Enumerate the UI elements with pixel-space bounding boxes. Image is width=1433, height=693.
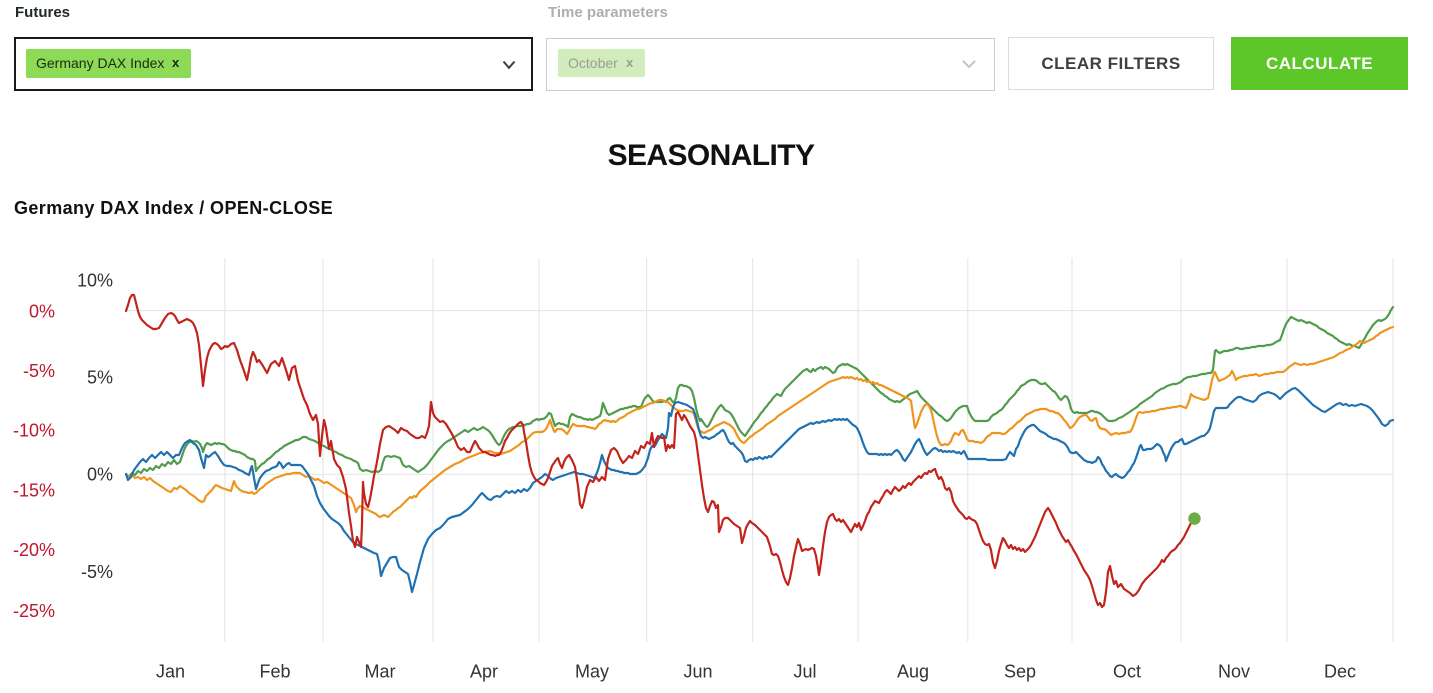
svg-text:-5%: -5% xyxy=(81,562,113,582)
svg-text:Mar: Mar xyxy=(365,662,396,682)
svg-text:-15%: -15% xyxy=(13,480,55,500)
svg-text:Oct: Oct xyxy=(1113,662,1141,682)
svg-text:5%: 5% xyxy=(87,368,113,388)
svg-text:Jan: Jan xyxy=(156,662,185,682)
svg-text:May: May xyxy=(575,662,609,682)
svg-text:0%: 0% xyxy=(29,302,55,322)
svg-text:-5%: -5% xyxy=(23,361,55,381)
svg-text:Dec: Dec xyxy=(1324,662,1356,682)
svg-text:0%: 0% xyxy=(87,465,113,485)
svg-text:Nov: Nov xyxy=(1218,662,1250,682)
svg-text:Jul: Jul xyxy=(793,662,816,682)
svg-text:Sep: Sep xyxy=(1004,662,1036,682)
svg-text:-10%: -10% xyxy=(13,421,55,441)
svg-text:Feb: Feb xyxy=(259,662,290,682)
svg-text:Jun: Jun xyxy=(683,662,712,682)
svg-text:-25%: -25% xyxy=(13,601,55,621)
svg-text:Apr: Apr xyxy=(470,662,498,682)
svg-text:10%: 10% xyxy=(77,271,113,291)
svg-text:-20%: -20% xyxy=(13,540,55,560)
svg-text:Aug: Aug xyxy=(897,662,929,682)
